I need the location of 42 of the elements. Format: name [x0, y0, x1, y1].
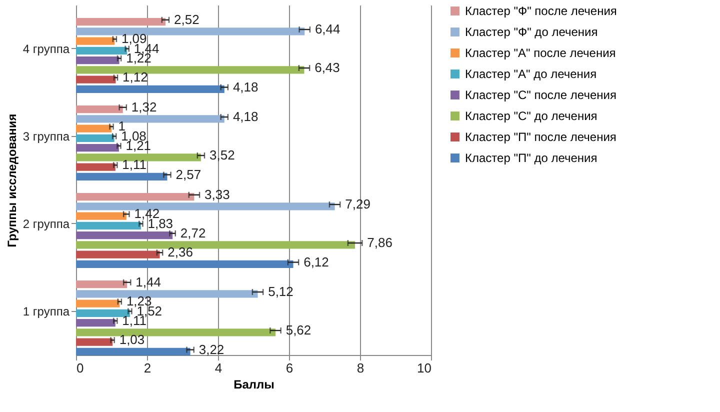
legend-label: Кластер "П" до лечения	[465, 151, 598, 165]
x-tick-label: 10	[417, 360, 432, 376]
legend-label: Кластер "А" до лечения	[465, 67, 597, 81]
data-label: 1,12	[122, 70, 148, 85]
data-label: 7,86	[367, 235, 392, 250]
data-label: 3,33	[204, 186, 230, 202]
data-label: 2,57	[176, 166, 202, 182]
y-tick-label: 1 группа	[22, 304, 70, 318]
data-label: 1,44	[136, 274, 161, 290]
data-label: 3,52	[210, 148, 235, 162]
data-label: 3,22	[198, 342, 224, 357]
y-tick-label: 4 группа	[22, 42, 70, 56]
data-label: 6,44	[314, 22, 340, 36]
legend-label: Кластер "Ф" после лечения	[465, 4, 617, 18]
data-label: 2,36	[168, 244, 193, 260]
x-axis-title: Баллы	[234, 378, 274, 392]
legend-label: Кластер "П" после лечения	[465, 130, 616, 144]
data-label: 6,43	[314, 60, 340, 75]
data-label: 4,18	[232, 109, 258, 124]
y-axis-title: Группы исследования	[4, 114, 19, 248]
y-tick-label: 3 группа	[22, 129, 70, 144]
data-label: 5,62	[286, 322, 312, 338]
legend-label: Кластер "С" до лечения	[465, 109, 598, 123]
legend-label: Кластер "Ф" до лечения	[465, 25, 598, 39]
data-label: 1,42	[134, 206, 160, 222]
x-tick-label: 0	[76, 360, 84, 376]
legend-label: Кластер "С" после лечения	[465, 88, 616, 102]
x-tick-label: 6	[286, 360, 294, 376]
x-tick-label: 2	[144, 360, 152, 376]
x-tick-label: 8	[356, 360, 364, 376]
y-tick-label: 2 группа	[22, 216, 70, 231]
data-label: 1,11	[122, 157, 147, 172]
data-label: 1,32	[131, 99, 157, 114]
data-label: 4,18	[232, 79, 258, 94]
x-tick-label: 4	[214, 360, 222, 376]
data-label: 2,52	[174, 12, 200, 27]
data-label: 2,72	[180, 225, 206, 240]
legend-label: Кластер "А" после лечения	[465, 46, 616, 60]
data-label: 1,03	[119, 332, 145, 348]
data-label: 5,12	[268, 284, 294, 299]
data-label: 6,12	[304, 254, 329, 270]
data-label: 7,29	[345, 196, 370, 212]
